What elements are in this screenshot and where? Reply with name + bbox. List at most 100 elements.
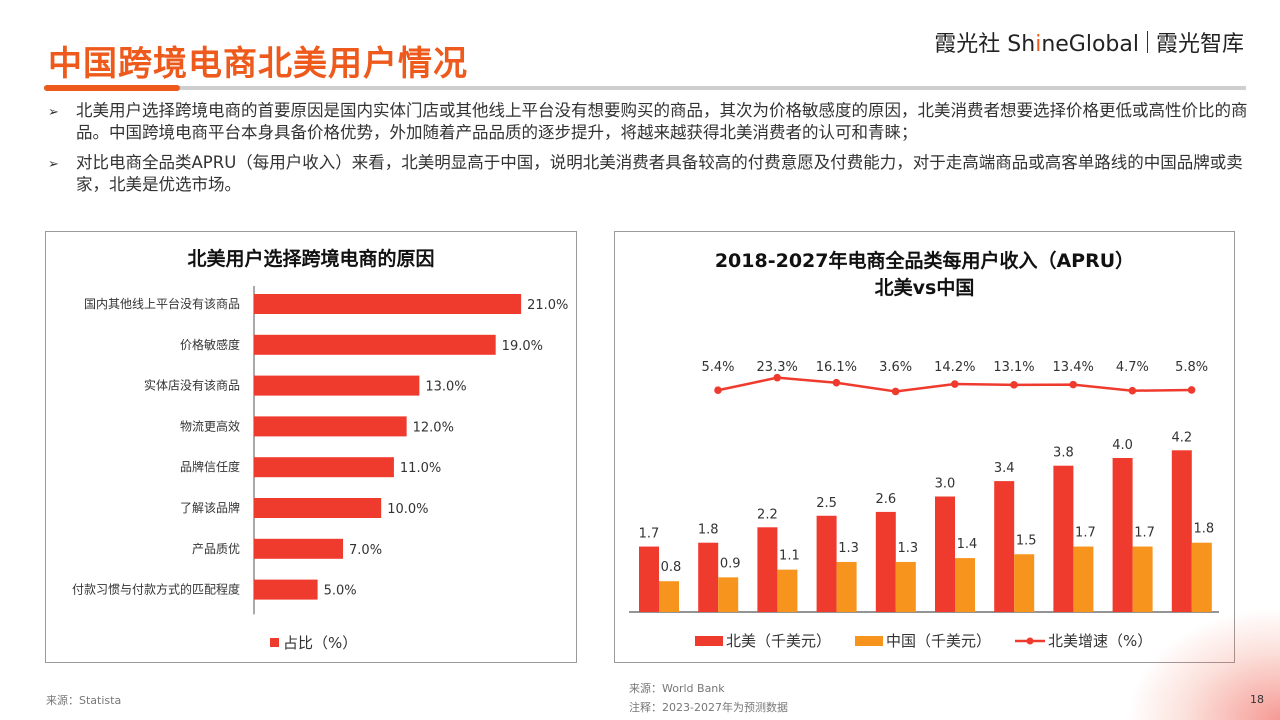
legend-line-marker	[1015, 637, 1046, 644]
legend-swatch	[695, 635, 723, 646]
growth-label: 14.2%	[934, 360, 975, 375]
apru-label-cn: 1.5	[1016, 533, 1037, 548]
growth-label: 4.7%	[1116, 360, 1149, 375]
apru-bar-na	[698, 542, 719, 612]
apru-label-na: 2.6	[875, 492, 896, 507]
apru-label-na: 2.2	[757, 507, 778, 522]
reasons-value-label: 12.0%	[413, 420, 454, 435]
growth-label: 5.8%	[1175, 360, 1208, 375]
reasons-bar	[254, 498, 382, 518]
bullet-item: ➢ 对比电商全品类APRU（每用户收入）来看，北美明显高于中国，说明北美消费者具…	[48, 152, 1248, 196]
reasons-value-label: 7.0%	[349, 543, 382, 558]
reasons-category-label: 了解该品牌	[180, 501, 240, 515]
apru-label-na: 3.8	[1053, 446, 1074, 461]
growth-label: 13.1%	[993, 360, 1034, 375]
legend-item-growth: 北美增速（%）	[1015, 630, 1152, 651]
apru-legend: 北美（千美元） 中国（千美元） 北美增速（%）	[695, 630, 1152, 651]
reasons-bar	[254, 294, 522, 314]
legend-item-na: 北美（千美元）	[695, 630, 831, 651]
legend-swatch	[855, 635, 884, 646]
growth-point	[891, 387, 900, 396]
apru-bar-na	[1053, 465, 1074, 612]
apru-bar-cn	[1014, 554, 1035, 612]
reasons-value-label: 21.0%	[527, 298, 568, 313]
legend-label: 占比（%）	[283, 634, 358, 652]
reasons-category-label: 产品质优	[192, 542, 240, 556]
reasons-bar	[254, 334, 496, 355]
growth-point	[714, 386, 722, 395]
source-left: 来源：Statista	[46, 694, 122, 707]
reasons-value-label: 11.0%	[400, 461, 441, 476]
growth-point	[1187, 386, 1196, 394]
apru-label-na: 2.5	[816, 496, 837, 511]
reasons-legend: 占比（%）	[270, 632, 357, 653]
apru-chart: 1.7 0.8 1.8 0.9 2.2 1.1 2.5 1.3 2.6 1.3 3.0 1.4 3.4 1…	[629, 360, 1219, 613]
bullet-text: 对比电商全品类APRU（每用户收入）来看，北美明显高于中国，说明北美消费者具备较…	[76, 153, 1243, 194]
reasons-bar	[254, 538, 344, 559]
legend-swatch	[270, 638, 279, 647]
brand-shineglobal: 霞光社 ShineGlobal	[934, 32, 1139, 57]
apru-chart-title: 2018-2027年电商全品类每用户收入（APRU）	[714, 250, 1135, 272]
growth-point	[1010, 381, 1018, 389]
apru-label-na: 3.0	[935, 477, 956, 492]
brand-think-tank: 霞光智库	[1155, 32, 1244, 57]
apru-bar-cn	[777, 569, 798, 612]
arrow-bullet-icon: ➢	[48, 105, 59, 120]
growth-label: 3.6%	[879, 360, 912, 375]
apru-label-na: 1.7	[639, 527, 660, 542]
page-number: 18	[1250, 693, 1264, 706]
apru-label-cn: 0.9	[720, 556, 741, 571]
apru-label-na: 3.4	[994, 461, 1015, 476]
reasons-chart-title: 北美用户选择跨境电商的原因	[187, 248, 435, 270]
bullet-text: 北美用户选择跨境电商的首要原因是国内实体门店或其他线上平台没有想要购买的商品，其…	[76, 101, 1248, 142]
corner-gradient-decoration	[1130, 610, 1280, 720]
apru-label-cn: 1.7	[1075, 526, 1096, 541]
legend-item-cn: 中国（千美元）	[855, 630, 991, 651]
reasons-category-label: 品牌信任度	[180, 459, 240, 474]
growth-label: 23.3%	[757, 360, 798, 375]
reasons-value-label: 10.0%	[387, 502, 428, 517]
apru-bar-na	[757, 527, 778, 612]
apru-label-cn: 1.7	[1134, 526, 1155, 541]
title-underline	[44, 86, 1246, 90]
growth-point	[1128, 386, 1137, 395]
growth-point	[1069, 380, 1077, 389]
apru-bar-cn	[1073, 546, 1094, 612]
reasons-value-label: 13.0%	[425, 380, 466, 395]
apru-bar-cn	[836, 561, 857, 612]
reasons-bar	[254, 375, 420, 396]
growth-label: 16.1%	[816, 360, 857, 375]
apru-label-cn: 1.3	[838, 541, 859, 556]
title-accent-bar	[44, 85, 180, 91]
apru-bar-na	[1112, 458, 1133, 612]
source-right: 来源：World Bank	[629, 682, 725, 695]
reasons-bar	[254, 579, 318, 600]
apru-bar-cn	[1191, 542, 1212, 612]
legend-label: 北美（千美元）	[726, 632, 832, 650]
page-title: 中国跨境电商北美用户情况	[48, 44, 468, 84]
legend-label: 北美增速（%）	[1048, 632, 1153, 650]
apru-bar-cn	[1132, 546, 1153, 612]
apru-bar-cn	[895, 561, 916, 612]
reasons-bar	[254, 416, 407, 437]
source-note: 注释：2023-2027年为预测数据	[629, 701, 788, 714]
reasons-category-label: 实体店没有该商品	[144, 378, 240, 393]
reasons-chart-panel: 北美用户选择跨境电商的原因 国内其他线上平台没有该商品 21.0% 价格敏感度 19.…	[45, 231, 577, 663]
apru-bar-na	[639, 546, 659, 612]
summary-bullets: ➢ 北美用户选择跨境电商的首要原因是国内实体门店或其他线上平台没有想要购买的商品…	[48, 100, 1248, 204]
brand-divider	[1146, 31, 1148, 53]
reasons-category-label: 物流更高效	[180, 418, 240, 433]
apru-label-na: 1.8	[698, 523, 719, 538]
reasons-category-label: 价格敏感度	[180, 337, 240, 352]
apru-label-na: 4.2	[1171, 430, 1192, 445]
apru-label-cn: 1.4	[957, 537, 978, 552]
growth-point	[832, 378, 841, 387]
apru-bar-cn	[955, 558, 975, 612]
brand-logo: 霞光社 ShineGlobal 霞光智库	[934, 26, 1244, 58]
growth-point	[951, 380, 959, 388]
apru-bar-na	[994, 481, 1015, 612]
apru-bar-cn	[718, 577, 739, 612]
apru-label-cn: 1.3	[897, 541, 918, 556]
legend-label: 中国（千美元）	[886, 632, 992, 650]
apru-bar-na	[816, 515, 837, 612]
